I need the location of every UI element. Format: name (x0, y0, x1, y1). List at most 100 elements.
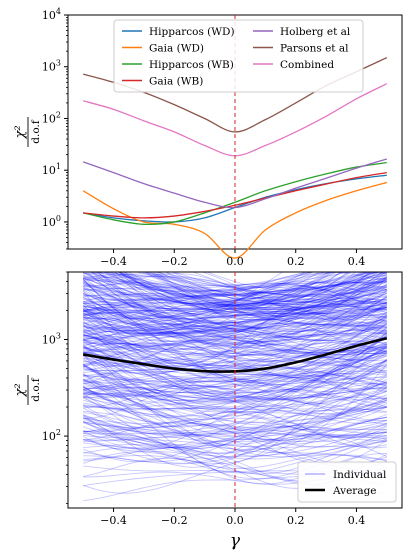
y-label-fraction: χ² d.o.f (13, 375, 42, 405)
legend-label: Hipparcos (WD) (149, 26, 235, 38)
individual-curve (83, 392, 387, 412)
individual-curve (83, 385, 387, 398)
bottom-x-axis-label: γ (230, 531, 241, 551)
individual-curve (83, 318, 388, 375)
y-tick-label: 102 (42, 428, 61, 443)
individual-curve (82, 295, 388, 332)
individual-curve (83, 272, 357, 353)
individual-curve (83, 438, 387, 502)
x-tick-label: 0.0 (226, 514, 244, 527)
x-tick-label: −0.4 (100, 514, 127, 527)
y-label-denominator: d.o.f (30, 119, 42, 144)
individual-curve (83, 310, 387, 338)
individual-curve (83, 281, 387, 291)
individual-curve (83, 304, 387, 319)
x-tick-label: 0.4 (348, 255, 366, 268)
individual-curve (83, 272, 320, 300)
individual-curve (83, 339, 387, 404)
individual-curve (83, 410, 387, 448)
individual-curve (120, 272, 388, 314)
individual-curve (83, 272, 383, 349)
individual-curve (82, 272, 370, 336)
y-tick-label: 103 (42, 332, 61, 347)
individual-curve (151, 272, 387, 321)
x-tick-label: 0.4 (348, 514, 366, 527)
legend-label: Hipparcos (WB) (149, 59, 234, 71)
individual-curve (83, 288, 387, 333)
individual-curve (82, 331, 388, 449)
individual-curve (83, 273, 387, 305)
y-tick-label: 100 (42, 214, 61, 229)
top-x-ticks: −0.4 −0.2 0.0 0.2 0.4 (100, 249, 365, 268)
individual-curve (83, 355, 387, 382)
individual-curve (83, 374, 388, 450)
individual-curve (165, 272, 387, 306)
individual-curve (83, 342, 387, 371)
x-tick-label: 0.2 (287, 514, 305, 527)
individual-curve (82, 272, 351, 335)
individual-curve (83, 347, 388, 370)
individual-curve (83, 334, 387, 361)
individual-curve (83, 315, 387, 385)
individual-curve (83, 362, 388, 449)
individual-curve (83, 283, 387, 311)
individual-curve (83, 302, 387, 339)
y-tick-label: 102 (42, 110, 61, 125)
x-tick-label: −0.4 (100, 255, 127, 268)
bottom-legend: Individual Average (297, 461, 397, 503)
individual-curve (83, 303, 388, 343)
individual-curve (83, 380, 387, 392)
individual-curve (83, 417, 387, 441)
individual-curve (83, 406, 387, 435)
individual-curve (83, 308, 387, 331)
individual-curve (82, 363, 388, 417)
individual-curve (82, 385, 388, 425)
individual-curve (83, 272, 308, 289)
individual-curve (83, 381, 387, 454)
individual-curve (83, 285, 387, 316)
individual-curve (83, 372, 387, 400)
individual-curve (82, 316, 388, 369)
individual-curve (83, 324, 387, 357)
individual-curve (83, 273, 388, 329)
individual-curve (83, 274, 387, 337)
individual-curve (83, 292, 387, 322)
individual-curve (83, 274, 387, 310)
individual-curve (83, 432, 387, 443)
individual-curve (82, 341, 387, 384)
individual-curve (83, 428, 387, 457)
individual-curve (114, 272, 387, 329)
individual-curve (139, 272, 387, 314)
individual-curve (122, 272, 388, 308)
panel-bottom: −0.4 −0.2 0.0 0.2 0.4 102 103 Individual Avera… (13, 271, 403, 551)
individual-curve (120, 272, 387, 297)
legend-box (297, 461, 397, 503)
legend-label: Gaia (WB) (149, 76, 203, 88)
y-label-fraction: χ² d.o.f (13, 117, 42, 147)
series-line-gaia-wd- (82, 181, 387, 259)
individual-curve (82, 277, 388, 336)
y-tick-label: 104 (42, 7, 61, 22)
individual-curve (83, 320, 387, 353)
individual-curve (83, 272, 377, 306)
individual-curve (83, 341, 387, 359)
individual-curve (155, 272, 387, 306)
individual-curve (157, 272, 387, 304)
individual-curve (201, 272, 369, 299)
top-y-ticks: 100 101 102 103 104 (42, 7, 68, 250)
individual-curve (83, 447, 387, 474)
individual-curve (84, 272, 387, 339)
y-label-numerator: χ² (13, 125, 28, 139)
panel-top: −0.4 −0.2 0.0 0.2 0.4 100 101 102 103 104 Hippar… (13, 7, 403, 268)
individual-curve (83, 334, 388, 417)
top-y-axis-label: χ² d.o.f (13, 117, 42, 147)
individual-curve (82, 338, 387, 405)
individual-curve (83, 335, 387, 363)
legend-box (113, 19, 364, 93)
individual-curve (83, 284, 387, 332)
individual-curve (83, 342, 387, 400)
individual-curve (103, 272, 387, 308)
individual-curve (83, 272, 331, 325)
individual-curve (83, 275, 388, 366)
individual-curve (83, 375, 387, 400)
